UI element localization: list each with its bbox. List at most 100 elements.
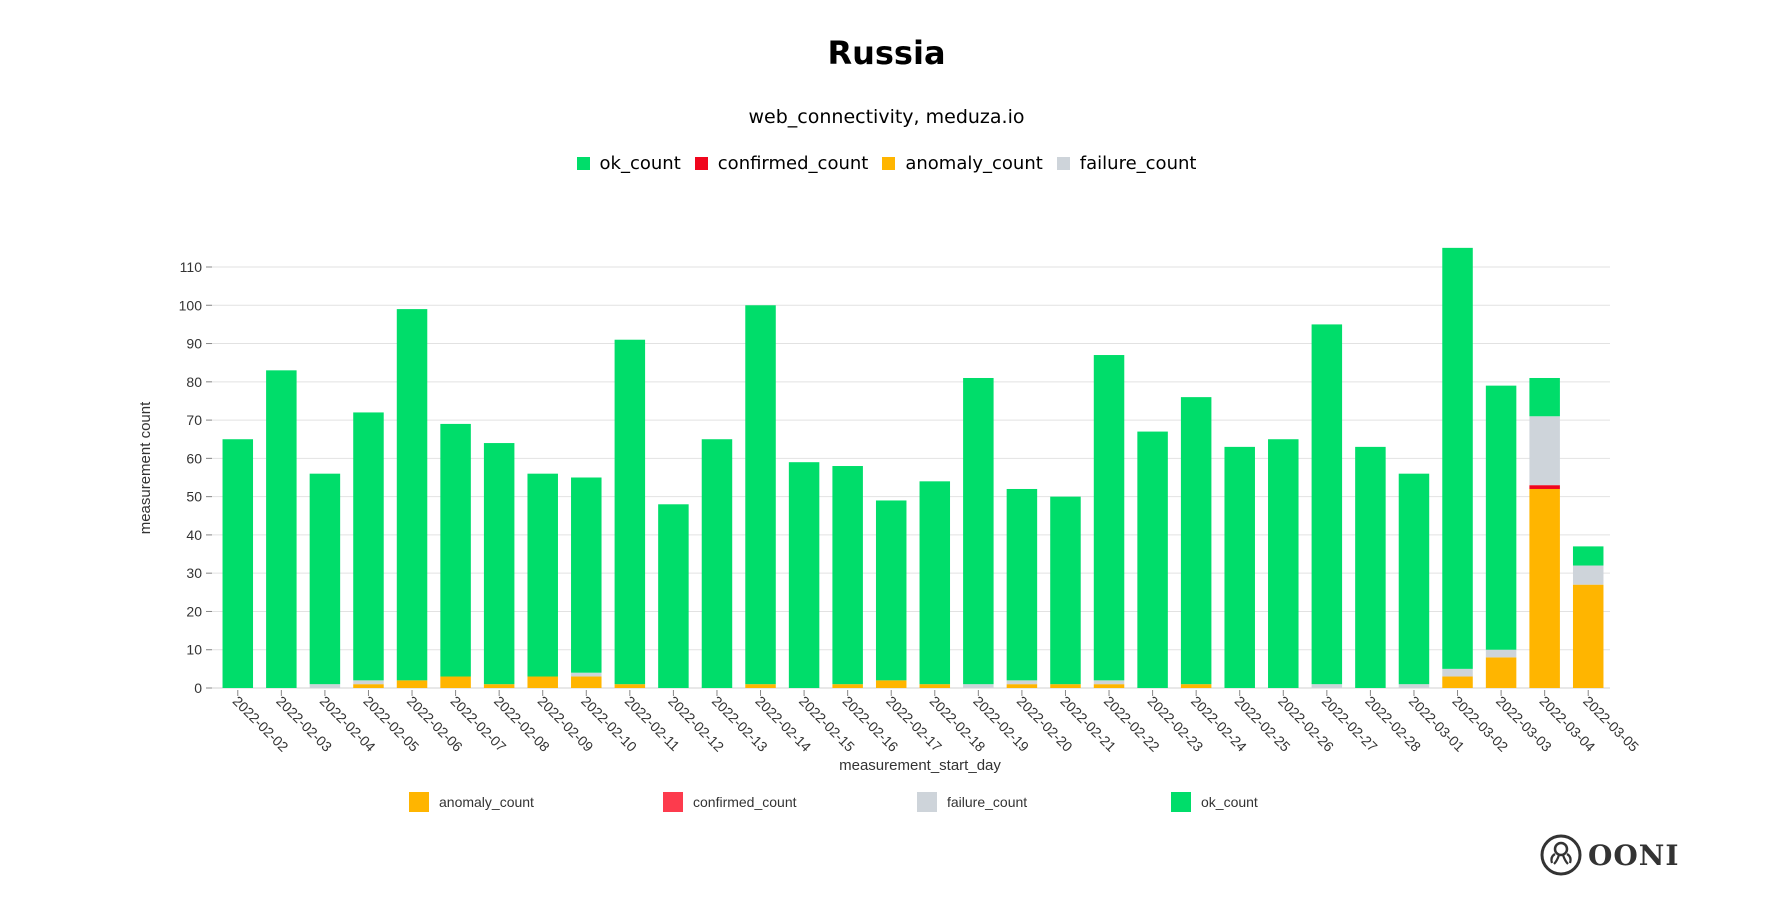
bar-segment-anomaly_count bbox=[745, 684, 776, 688]
y-tick-label: 80 bbox=[186, 374, 202, 390]
logo-text: OONI bbox=[1588, 838, 1680, 872]
bar-segment-failure_count bbox=[1529, 416, 1560, 486]
bar-segment-ok_count bbox=[266, 370, 297, 688]
bar-segment-anomaly_count bbox=[440, 676, 471, 688]
legend-swatch-failure_count bbox=[917, 792, 937, 812]
top-legend-item-ok[interactable]: ok_count bbox=[576, 153, 681, 174]
y-tick-label: 50 bbox=[186, 489, 202, 505]
y-tick-label: 100 bbox=[179, 297, 203, 313]
legend-label: failure_count bbox=[1079, 153, 1197, 174]
y-tick-label: 70 bbox=[186, 412, 202, 428]
chart-title: Russia bbox=[827, 34, 946, 72]
bar-segment-ok_count bbox=[963, 377, 994, 685]
bar-segment-ok_count bbox=[440, 423, 471, 677]
bar-segment-ok_count bbox=[1137, 431, 1168, 688]
bar-segment-ok_count bbox=[309, 473, 341, 685]
legend-swatch bbox=[694, 157, 708, 170]
bar-segment-failure_count bbox=[309, 684, 341, 688]
bar-segment-ok_count bbox=[1093, 355, 1125, 681]
octopus-icon bbox=[1540, 834, 1582, 876]
bar-segment-ok_count bbox=[658, 504, 689, 688]
bar-segment-failure_count bbox=[1485, 649, 1517, 658]
legend-swatch bbox=[882, 157, 896, 170]
bar-segment-anomaly_count bbox=[1180, 684, 1212, 688]
bar-segment-ok_count bbox=[1572, 546, 1604, 566]
bar-segment-ok_count bbox=[1311, 324, 1343, 685]
legend-label-ok_count: ok_count bbox=[1201, 794, 1258, 810]
bar-segment-failure_count bbox=[1311, 684, 1343, 688]
bar-segment-ok_count bbox=[701, 439, 733, 688]
bar-segment-anomaly_count bbox=[832, 684, 863, 688]
bar-segment-anomaly_count bbox=[1093, 684, 1125, 688]
bar-segment-anomaly_count bbox=[1050, 684, 1081, 688]
bar-segment-failure_count bbox=[571, 672, 602, 677]
top-legend-item-confirmed[interactable]: confirmed_count bbox=[694, 153, 869, 174]
bar-segment-ok_count bbox=[1180, 397, 1212, 685]
bar-segment-ok_count bbox=[919, 481, 951, 685]
bar-segment-failure_count bbox=[1398, 684, 1430, 688]
legend-label: ok_count bbox=[599, 153, 681, 174]
bar-segment-ok_count bbox=[1355, 446, 1386, 688]
y-axis-label: measurement count bbox=[137, 401, 154, 534]
bar-segment-anomaly_count bbox=[396, 680, 428, 688]
bar-segment-anomaly_count bbox=[1485, 657, 1517, 688]
legend-label-confirmed_count: confirmed_count bbox=[693, 794, 797, 810]
bar-segment-anomaly_count bbox=[1442, 676, 1473, 688]
top-legend: ok_count confirmed_count anomaly_count f… bbox=[0, 153, 1773, 174]
y-tick-label: 20 bbox=[186, 603, 202, 619]
bar-segment-ok_count bbox=[527, 473, 558, 677]
bar-segment-anomaly_count bbox=[875, 680, 907, 688]
bar-segment-failure_count bbox=[1442, 668, 1473, 677]
ooni-logo: OONI bbox=[1540, 834, 1679, 876]
chart-subtitle: web_connectivity, meduza.io bbox=[748, 106, 1025, 128]
bar-segment-anomaly_count bbox=[1572, 584, 1604, 688]
y-tick-label: 30 bbox=[186, 565, 202, 581]
bar-segment-anomaly_count bbox=[353, 684, 384, 688]
legend-label-failure_count: failure_count bbox=[947, 794, 1027, 810]
y-tick-label: 40 bbox=[186, 527, 202, 543]
y-tick-label: 0 bbox=[194, 680, 202, 696]
bar-segment-ok_count bbox=[1050, 496, 1081, 685]
bar-segment-ok_count bbox=[745, 305, 776, 685]
legend-swatch-confirmed_count bbox=[663, 792, 683, 812]
bar-segment-anomaly_count bbox=[1006, 684, 1038, 688]
bar-segment-failure_count bbox=[353, 680, 384, 685]
legend-swatch-anomaly_count bbox=[409, 792, 429, 812]
bar-segment-ok_count bbox=[1268, 439, 1299, 688]
legend-swatch-ok_count bbox=[1171, 792, 1191, 812]
bar-segment-ok_count bbox=[614, 339, 646, 685]
bar-segment-ok_count bbox=[396, 309, 428, 681]
legend-swatch bbox=[576, 157, 590, 170]
bar-segment-confirmed_count bbox=[1529, 485, 1560, 489]
top-legend-item-anomaly[interactable]: anomaly_count bbox=[882, 153, 1043, 174]
y-tick-label: 90 bbox=[186, 336, 202, 352]
bar-segment-failure_count bbox=[1093, 680, 1125, 685]
bar-segment-ok_count bbox=[483, 443, 515, 685]
bar-segment-anomaly_count bbox=[483, 684, 515, 688]
bar-segment-ok_count bbox=[1485, 385, 1517, 650]
bar-segment-ok_count bbox=[1224, 446, 1255, 688]
bar-segment-anomaly_count bbox=[527, 676, 558, 688]
bar-segment-failure_count bbox=[1006, 680, 1038, 685]
bar-segment-ok_count bbox=[222, 439, 254, 688]
bar-segment-failure_count bbox=[1572, 565, 1604, 585]
legend-swatch bbox=[1056, 157, 1070, 170]
bar-segment-ok_count bbox=[571, 477, 602, 673]
bar-segment-ok_count bbox=[1529, 377, 1560, 417]
bar-segment-ok_count bbox=[1006, 488, 1038, 681]
bar-segment-anomaly_count bbox=[571, 676, 602, 688]
bar-segment-anomaly_count bbox=[1529, 488, 1560, 688]
bar-segment-anomaly_count bbox=[919, 684, 951, 688]
bar-segment-anomaly_count bbox=[614, 684, 646, 688]
bar-segment-ok_count bbox=[875, 500, 907, 681]
top-legend-item-failure[interactable]: failure_count bbox=[1056, 153, 1197, 174]
y-tick-label: 110 bbox=[180, 259, 203, 275]
legend-label-anomaly_count: anomaly_count bbox=[439, 794, 534, 810]
bar-segment-ok_count bbox=[832, 466, 863, 685]
y-tick-label: 60 bbox=[186, 450, 202, 466]
legend-label: confirmed_count bbox=[717, 153, 869, 174]
bar-segment-ok_count bbox=[1398, 473, 1430, 685]
x-axis-label: measurement_start_day bbox=[839, 757, 1001, 774]
bar-segment-failure_count bbox=[963, 684, 994, 688]
